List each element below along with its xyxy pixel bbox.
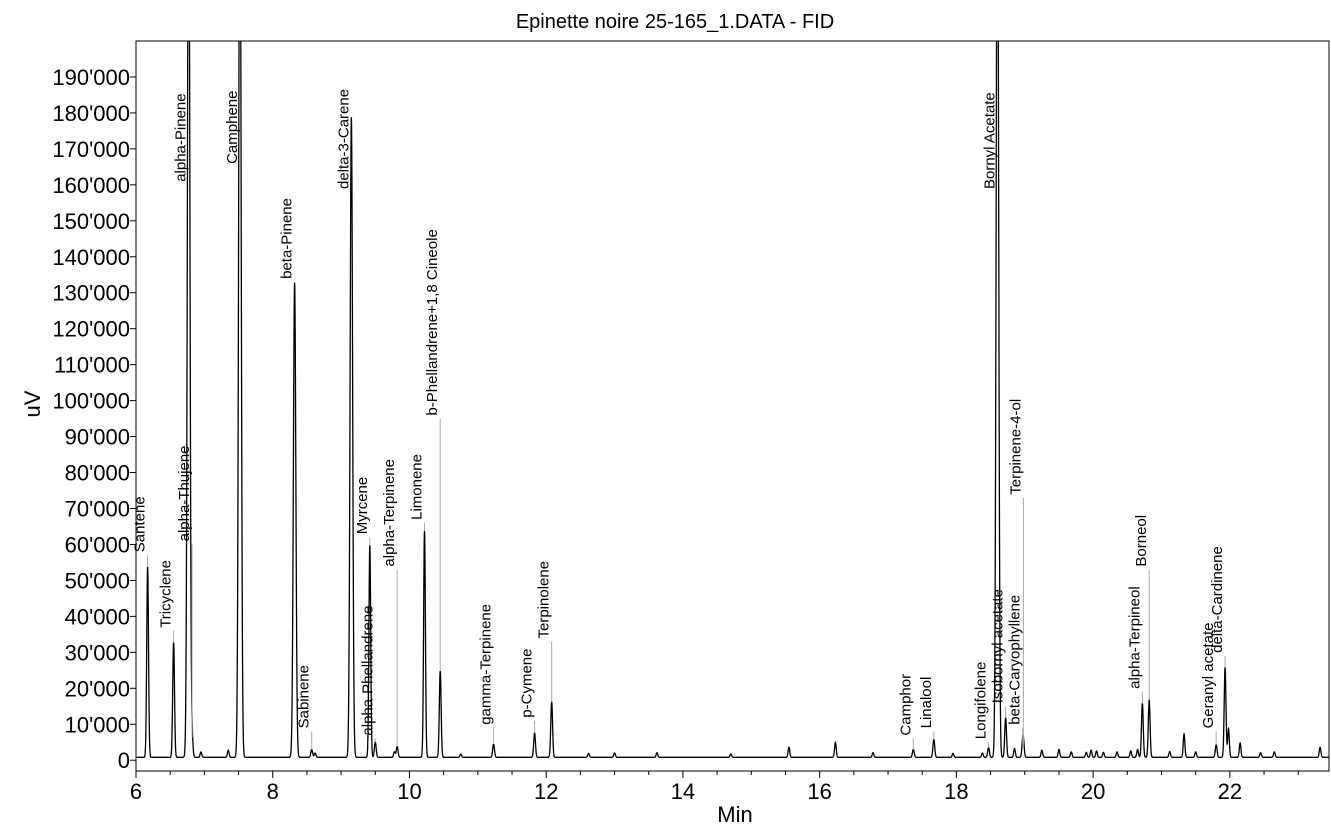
y-tick-label: 40'000 [65,604,130,629]
peak-label: p-Cymene [519,648,536,717]
y-tick-label: 180'000 [52,101,130,126]
peak-label: beta-Caryophyllene [1007,595,1024,725]
y-tick-label: 60'000 [65,532,130,557]
y-tick-label: 130'000 [52,281,130,306]
chart-title: Epinette noire 25-165_1.DATA - FID [516,11,834,33]
y-tick-label: 190'000 [52,65,130,90]
peak-label: b-Phellandrene+1,8 Cineole [424,229,441,415]
y-tick-label: 80'000 [65,461,130,486]
x-tick-label: 6 [130,779,142,804]
peak-label: Linalool [918,677,935,729]
x-tick-label: 16 [807,779,831,804]
x-tick-label: 8 [267,779,279,804]
y-tick-label: 90'000 [65,425,130,450]
y-axis-title: uV [20,390,45,417]
peak-label: Myrcene [354,477,371,535]
peak-label: Geranyl acetate [1200,622,1217,728]
peak-label: Longifolene [973,662,990,740]
y-tick-label: 160'000 [52,173,130,198]
x-axis-title: Min [717,802,752,827]
peak-label: Camphor [897,674,914,736]
y-tick-label: 30'000 [65,640,130,665]
plot-frame [135,40,1330,772]
peak-label: alpha-Phellandrene [359,605,376,735]
y-tick-label: 170'000 [52,137,130,162]
peak-label: delta-Cardinene [1209,546,1226,653]
x-tick-label: 22 [1218,779,1242,804]
peak-label: gamma-Terpinene [478,604,495,725]
y-tick-label: 0 [118,748,130,773]
peak-label: Sabinene [296,665,313,728]
peak-label: Camphene [224,91,241,164]
y-tick-label: 110'000 [54,353,130,378]
peak-label: Tricyclene [158,560,175,628]
peak-label: Isobornyl acetate [990,589,1007,703]
peak-label: alpha-Pinene [173,93,190,181]
peak-label: beta-Pinene [279,198,296,279]
y-tick-label: 70'000 [65,496,130,521]
peak-label: Bornyl Acetate [981,92,998,189]
x-tick-label: 14 [671,779,695,804]
y-tick-label: 50'000 [65,568,130,593]
peak-label: Limonene [409,454,426,520]
y-tick-label: 150'000 [52,209,130,234]
y-tick-label: 10'000 [65,712,130,737]
axes: 0 10'000 20'000 30'000 40'000 50'000 60'000 70'… [52,40,1330,804]
x-tick-label: 20 [1081,779,1105,804]
plot-area: Santene Tricyclene alpha-Pinene alpha-Thuje… [132,41,1329,758]
chromatogram-trace [136,41,1329,758]
peak-label: alpha-Terpineol [1126,586,1143,689]
peak-label: alpha-Terpinene [381,459,398,567]
peak-label: Terpinene-4-ol [1007,399,1024,495]
peak-label: Borneol [1133,515,1150,567]
y-tick-label: 20'000 [65,676,130,701]
peak-label: alpha-Thujene [176,445,193,541]
y-tick-label: 100'000 [52,389,130,414]
peak-label: Santene [132,496,149,552]
x-tick-label: 18 [944,779,968,804]
x-tick-label: 10 [397,779,421,804]
x-tick-label: 12 [534,779,558,804]
peak-label: Terpinolene [536,561,553,639]
y-tick-label: 120'000 [52,317,130,342]
y-tick-label: 140'000 [52,245,130,270]
peak-label: delta-3-Carene [335,89,352,189]
